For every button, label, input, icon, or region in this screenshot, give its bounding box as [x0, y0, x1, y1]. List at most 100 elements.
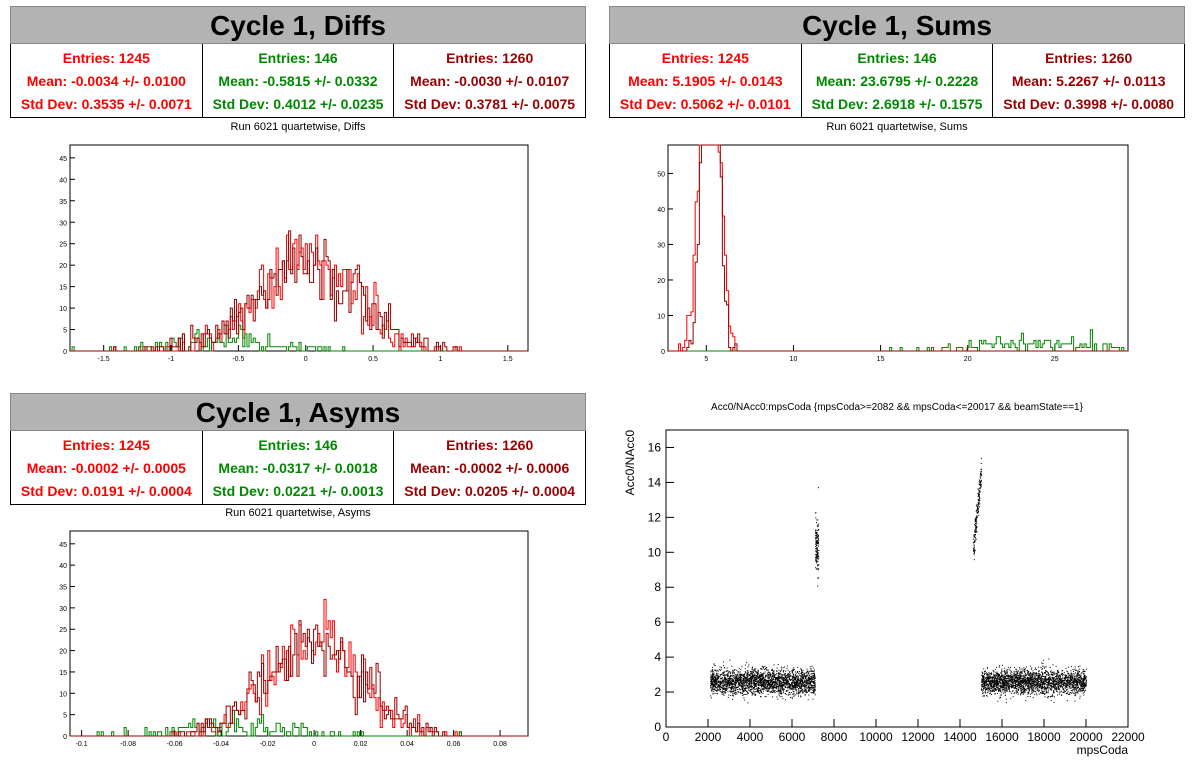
scatter-point [810, 678, 812, 680]
scatter-point [998, 676, 1000, 678]
scatter-point [774, 676, 776, 678]
scatter-point [1062, 674, 1064, 676]
scatter-point [800, 681, 802, 683]
scatter-point [979, 476, 981, 478]
scatter-point [722, 680, 724, 682]
scatter-point [716, 687, 718, 689]
scatter-point [764, 666, 766, 668]
scatter-point [995, 686, 997, 688]
scatter-point [1053, 684, 1055, 686]
scatter-point [739, 679, 741, 681]
scatter-point [738, 682, 740, 684]
scatter-point [739, 676, 741, 678]
scatter-point [812, 681, 814, 683]
scatter-point [768, 673, 770, 675]
scatter-point [1038, 682, 1040, 684]
scatter-point [762, 678, 764, 680]
scatter-point [778, 687, 780, 689]
scatter-point [979, 506, 981, 508]
sums-subtitle: Run 6021 quartetwise, Sums [826, 121, 968, 133]
scatter-point [740, 682, 742, 684]
scatter-point [734, 675, 736, 677]
scatter-point [1023, 688, 1025, 690]
scatter-point [817, 542, 819, 544]
scatter-point [977, 488, 979, 490]
scatter-point [781, 676, 783, 678]
scatter-point [766, 682, 768, 684]
scatter-point [1045, 687, 1047, 689]
scatter-point [1074, 687, 1076, 689]
stat-mean: Mean: -0.0002 +/- 0.0005 [26, 459, 186, 476]
scatter-point [1037, 666, 1039, 668]
scatter-point [743, 678, 745, 680]
scatter-point [806, 684, 808, 686]
scatter-point [1011, 677, 1013, 679]
scatter-point [761, 668, 763, 670]
scatter-point [1018, 670, 1020, 672]
scatter-point [806, 682, 808, 684]
scatter-point [975, 504, 977, 506]
scatter-point [751, 692, 753, 694]
scatter-point [782, 688, 784, 690]
scatter-point [745, 679, 747, 681]
scatter-point [764, 683, 766, 685]
scatter-point [718, 668, 720, 670]
scatter-point [987, 677, 989, 679]
scatter-point [758, 684, 760, 686]
scatter-point [995, 683, 997, 685]
scatter-point [1003, 688, 1005, 690]
scatter-point [773, 679, 775, 681]
scatter-point [727, 675, 729, 677]
scatter-point [1044, 684, 1046, 686]
scatter-point [781, 684, 783, 686]
scatter-point [1005, 702, 1007, 704]
scatter-point [750, 676, 752, 678]
scatter-point [811, 670, 813, 672]
scatter-point [1012, 674, 1014, 676]
scatter-point [1064, 676, 1066, 678]
scatter-point [1041, 687, 1043, 689]
scatter-point [807, 689, 809, 691]
scatter-point [1074, 680, 1076, 682]
scatter-point [812, 672, 814, 674]
scatter-point [716, 673, 718, 675]
scatter-point [1072, 670, 1074, 672]
scatter-point [1070, 682, 1072, 684]
scatter-point [747, 679, 749, 681]
scatter-point [801, 679, 803, 681]
scatter-point [1031, 685, 1033, 687]
scatter-point [1016, 677, 1018, 679]
scatter-point [1017, 679, 1019, 681]
scatter-point [1063, 685, 1065, 687]
scatter-point [794, 679, 796, 681]
scatter-point [974, 521, 976, 523]
scatter-point [1027, 685, 1029, 687]
scatter-point [1036, 680, 1038, 682]
scatter-point [1083, 685, 1085, 687]
scatter-point [1069, 677, 1071, 679]
scatter-point [794, 689, 796, 691]
scatter-point [1034, 675, 1036, 677]
scatter-point [1039, 683, 1041, 685]
scatter-point [808, 689, 810, 691]
scatter-point [786, 665, 788, 667]
scatter-point [814, 687, 816, 689]
scatter-point [1078, 689, 1080, 691]
scatter-point [1052, 674, 1054, 676]
scatter-point [809, 681, 811, 683]
stat-mean: Mean: 5.1905 +/- 0.0143 [628, 72, 783, 89]
scatter-point [792, 682, 794, 684]
scatter-point [1011, 675, 1013, 677]
scatter-point [1000, 678, 1002, 680]
scatter-point [771, 683, 773, 685]
scatter-point [1011, 679, 1013, 681]
scatter-point [743, 684, 745, 686]
scatter-point [746, 675, 748, 677]
scatter-point [798, 679, 800, 681]
scatter-point [771, 696, 773, 698]
scatter-point [973, 551, 975, 553]
scatter-point [808, 680, 810, 682]
scatter-point [727, 687, 729, 689]
scatter-point [729, 687, 731, 689]
scatter-point [1001, 675, 1003, 677]
